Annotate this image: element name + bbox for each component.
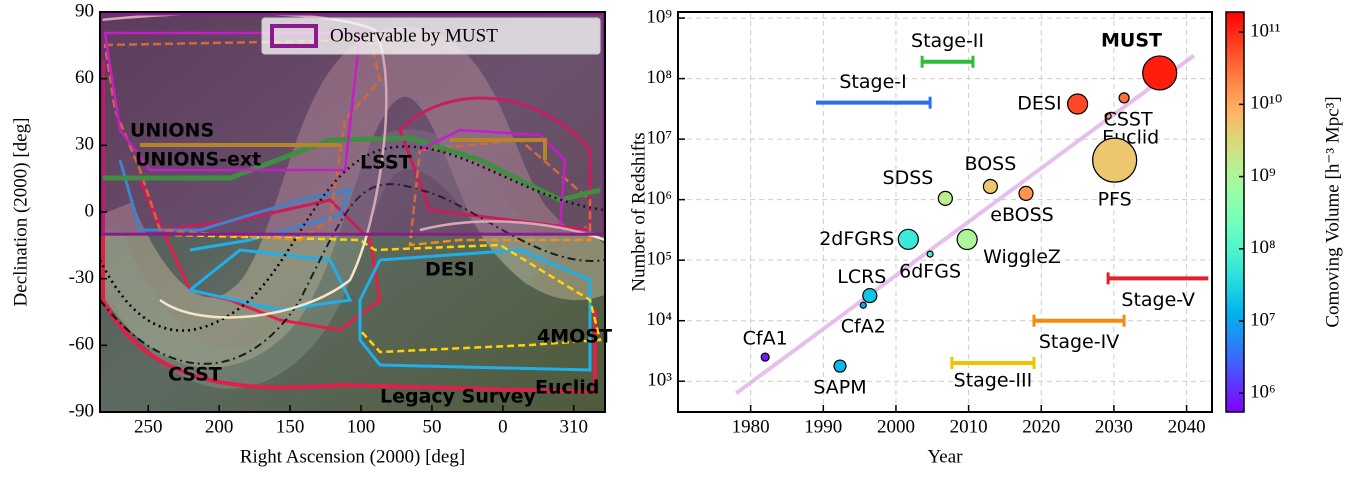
legend-box bbox=[261, 17, 601, 55]
point-label: eBOSS bbox=[990, 204, 1053, 226]
point-label: SDSS bbox=[883, 167, 934, 189]
survey-point bbox=[760, 352, 770, 362]
x-axis-label: Right Ascension (2000) [deg] bbox=[240, 446, 465, 467]
y-tick-label: 10³ bbox=[647, 370, 672, 391]
y-tick-label: 10⁹ bbox=[646, 6, 672, 27]
colorbar-tick-label: 10¹⁰ bbox=[1250, 93, 1282, 114]
y-tick-label: 10⁸ bbox=[646, 67, 672, 88]
y-tick-label: 30 bbox=[75, 134, 94, 155]
y-tick-label: 60 bbox=[75, 67, 94, 88]
region-label: 4MOST bbox=[537, 326, 612, 348]
survey-point bbox=[1066, 93, 1089, 115]
colorbar-tick-label: 10⁷ bbox=[1250, 309, 1276, 330]
footprint-unions bbox=[140, 138, 547, 160]
y-axis-label: Declination (2000) [deg] bbox=[10, 118, 31, 307]
ecliptic bbox=[100, 183, 605, 365]
survey-point bbox=[956, 228, 978, 251]
survey-point bbox=[1018, 185, 1034, 201]
region-label: UNIONS-ext bbox=[135, 149, 261, 171]
x-tick-label: 2020 bbox=[1022, 416, 1060, 437]
survey-point bbox=[1092, 137, 1138, 183]
region-label: Legacy Survey bbox=[380, 386, 537, 408]
point-label: 2dFGRS bbox=[819, 228, 894, 250]
point-label: 6dFGS bbox=[899, 261, 961, 283]
x-tick-label: 310 bbox=[560, 416, 589, 437]
colorbar bbox=[1225, 11, 1245, 413]
region-label: Euclid bbox=[535, 377, 599, 399]
x-tick-label: 2030 bbox=[1095, 416, 1133, 437]
plot-frame bbox=[677, 11, 1213, 413]
stage-label: Stage-V bbox=[1121, 289, 1195, 311]
milky-way bbox=[100, 26, 605, 368]
y-tick-label: -90 bbox=[69, 400, 94, 421]
stage-label: Stage-IV bbox=[1039, 331, 1119, 353]
y-tick-label: -30 bbox=[69, 267, 94, 288]
colorbar-tick-label: 10¹¹ bbox=[1250, 20, 1281, 41]
colorbar-tick-label: 10⁸ bbox=[1250, 237, 1276, 258]
logo: MUST bbox=[1101, 30, 1162, 52]
point-label: CfA1 bbox=[743, 328, 788, 350]
y-tick-label: 10⁵ bbox=[646, 249, 672, 270]
x-tick-label: 150 bbox=[276, 416, 305, 437]
point-label: SAPM bbox=[813, 377, 866, 399]
footprint-lssst bbox=[100, 135, 601, 203]
footprint-csst bbox=[398, 96, 592, 232]
colorbar-label: Comoving Volume [h⁻³ Mpc³] bbox=[1322, 96, 1343, 327]
y-tick-label: 10⁴ bbox=[646, 309, 672, 330]
survey-point bbox=[1142, 55, 1178, 91]
survey-point bbox=[1118, 92, 1130, 104]
plot-background bbox=[678, 12, 1212, 412]
survey-point bbox=[897, 228, 919, 250]
y-axis-label: Number of Redshifts bbox=[628, 132, 649, 291]
y-tick-label: 10⁷ bbox=[646, 127, 672, 148]
x-tick-label: 100 bbox=[347, 416, 376, 437]
stage-label: Stage-III bbox=[954, 369, 1033, 391]
point-label: CfA2 bbox=[841, 316, 886, 338]
x-tick-label: 250 bbox=[134, 416, 163, 437]
survey-point bbox=[926, 250, 934, 258]
x-tick-label: 200 bbox=[205, 416, 234, 437]
colorbar-tick-label: 10⁶ bbox=[1250, 382, 1276, 403]
trend-line bbox=[734, 53, 1196, 395]
survey-point bbox=[937, 190, 953, 206]
x-tick-label: 50 bbox=[422, 416, 441, 437]
survey-point bbox=[859, 301, 867, 309]
x-axis-label: Year bbox=[927, 446, 963, 467]
survey-point bbox=[862, 287, 878, 304]
y-tick-label: 10⁶ bbox=[646, 188, 672, 209]
y-tick-label: 90 bbox=[75, 0, 94, 21]
colorbar-tick-label: 10⁹ bbox=[1250, 165, 1276, 186]
x-tick-label: 2010 bbox=[950, 416, 988, 437]
x-tick-label: 0 bbox=[498, 416, 508, 437]
x-tick-label: 2040 bbox=[1168, 416, 1206, 437]
footprint-csst bbox=[101, 60, 597, 395]
x-tick-label: 2000 bbox=[877, 416, 915, 437]
region-label: DESI bbox=[425, 259, 475, 281]
region-label: LSST bbox=[360, 152, 412, 174]
region-label: UNIONS bbox=[130, 120, 214, 142]
legend-label: Observable by MUST bbox=[330, 25, 498, 46]
galactic-plane bbox=[100, 145, 605, 332]
stage-label: Stage-I bbox=[839, 71, 906, 93]
region-label: CSST bbox=[168, 364, 222, 386]
x-tick-label: 1990 bbox=[804, 416, 842, 437]
stage-label: Stage-II bbox=[911, 30, 984, 52]
x-tick-label: 1980 bbox=[732, 416, 770, 437]
survey-point bbox=[1104, 112, 1112, 120]
point-label: WiggleZ bbox=[983, 246, 1061, 268]
y-tick-label: 0 bbox=[85, 200, 95, 221]
survey-point bbox=[833, 359, 847, 373]
legend-swatch bbox=[270, 24, 318, 48]
point-label: DESI bbox=[1017, 93, 1061, 115]
map-background bbox=[100, 12, 605, 412]
point-label: PFS bbox=[1098, 189, 1132, 211]
milky-way bbox=[100, 129, 554, 389]
y-tick-label: -60 bbox=[69, 334, 94, 355]
point-label: BOSS bbox=[965, 153, 1017, 175]
point-label: LCRS bbox=[837, 266, 886, 288]
point-label: CSST bbox=[1104, 108, 1153, 130]
survey-point bbox=[982, 178, 999, 195]
